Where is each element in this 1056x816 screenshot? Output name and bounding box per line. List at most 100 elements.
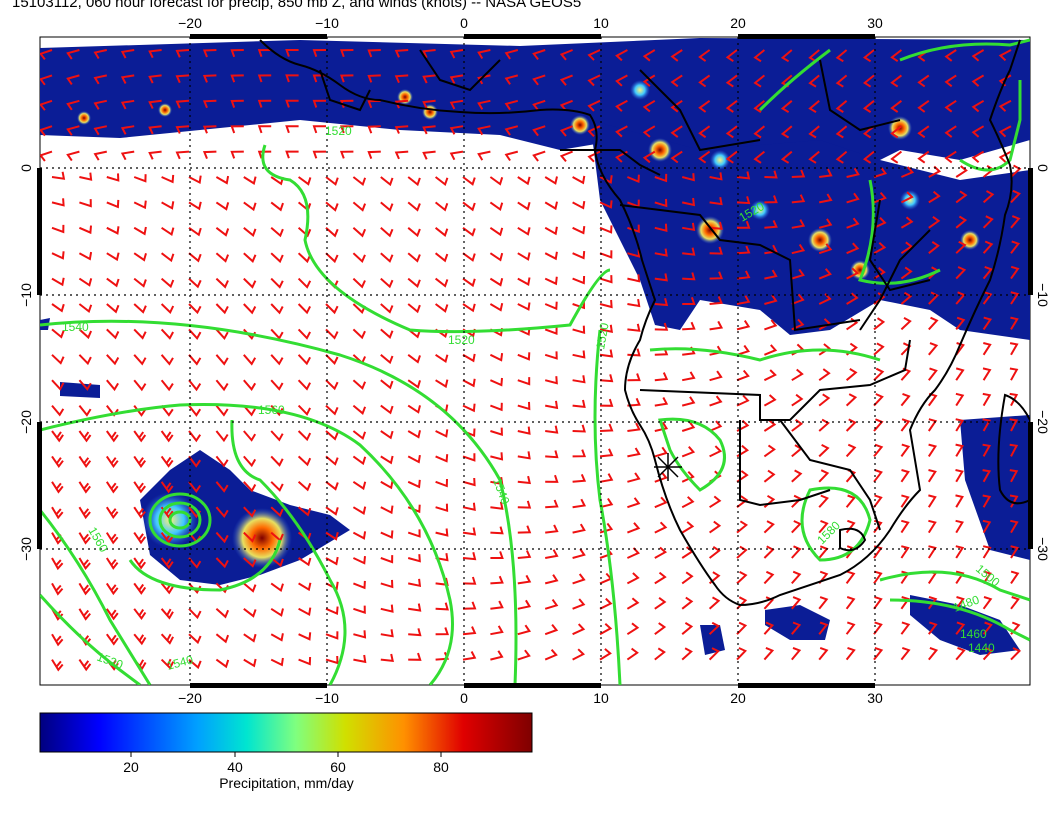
wind-barb bbox=[215, 252, 230, 263]
wind-barb bbox=[873, 469, 883, 483]
contour-label: 1560 bbox=[258, 403, 285, 417]
wind-barb bbox=[654, 571, 667, 585]
wind-barb bbox=[202, 99, 217, 109]
wind-barb bbox=[407, 454, 421, 464]
wind-barb bbox=[422, 150, 436, 160]
wind-barb bbox=[642, 99, 656, 113]
wind-barb bbox=[105, 506, 119, 520]
wind-barb bbox=[559, 49, 573, 61]
wind-barb bbox=[477, 74, 491, 85]
wind-barb bbox=[160, 328, 174, 340]
wind-barb bbox=[490, 650, 504, 661]
wind-barb bbox=[504, 99, 519, 111]
wind-barb bbox=[490, 526, 504, 535]
wind-barb bbox=[955, 596, 965, 610]
wind-barb bbox=[928, 367, 938, 381]
contour-label: 1460 bbox=[960, 627, 987, 641]
wind-barb bbox=[873, 443, 884, 458]
wind-barb bbox=[627, 522, 641, 534]
wind-barb bbox=[215, 506, 229, 519]
wind-barb bbox=[202, 49, 217, 58]
contour-1500-east bbox=[879, 570, 1030, 602]
wind-barb bbox=[559, 99, 573, 112]
wind-barb bbox=[243, 379, 257, 392]
wind-barb bbox=[215, 227, 230, 237]
wind-barb bbox=[477, 150, 491, 161]
wind-barb bbox=[845, 393, 858, 407]
wind-barb bbox=[133, 506, 146, 519]
wind-barb bbox=[380, 227, 394, 238]
wind-barb bbox=[544, 176, 558, 185]
wind-barb bbox=[490, 575, 504, 585]
wind-barb bbox=[900, 469, 910, 483]
precip-south-1 bbox=[700, 625, 725, 655]
wind-barb bbox=[544, 376, 558, 385]
wind-barb bbox=[764, 319, 778, 331]
wind-barb bbox=[394, 74, 409, 84]
wind-barb bbox=[763, 394, 777, 407]
wind-barb bbox=[243, 658, 257, 668]
wind-barb bbox=[202, 125, 217, 134]
wind-barb bbox=[736, 320, 751, 331]
wind-barb bbox=[106, 303, 120, 314]
wind-barb bbox=[698, 150, 711, 164]
wind-barb bbox=[764, 294, 778, 305]
wind-barb bbox=[215, 633, 230, 644]
wind-barb bbox=[106, 199, 120, 209]
wind-barb bbox=[971, 150, 985, 164]
wind-barb bbox=[434, 201, 449, 212]
wind-barb bbox=[270, 455, 284, 467]
wind-barb bbox=[435, 627, 450, 636]
wind-barb bbox=[215, 303, 229, 315]
wind-barb bbox=[490, 402, 503, 412]
wind-barb bbox=[818, 368, 831, 382]
wind-barb bbox=[435, 553, 449, 562]
wind-barb bbox=[532, 49, 546, 61]
wind-barb bbox=[78, 532, 91, 545]
wind-barb bbox=[982, 570, 992, 584]
wind-barb bbox=[489, 201, 504, 212]
wind-barb bbox=[1010, 291, 1020, 305]
wind-barb bbox=[215, 658, 230, 669]
wind-barb bbox=[835, 125, 848, 139]
wind-barb bbox=[133, 430, 147, 443]
wind-barb bbox=[78, 582, 91, 596]
wind-barb bbox=[133, 455, 147, 469]
wind-barb bbox=[297, 455, 312, 467]
wind-barb bbox=[270, 430, 284, 442]
wind-barb bbox=[51, 303, 65, 313]
wind-barb bbox=[243, 303, 257, 315]
wind-barb bbox=[681, 496, 695, 509]
wind-barb bbox=[105, 557, 119, 570]
wind-barb bbox=[982, 265, 993, 280]
wind-barb bbox=[105, 455, 119, 469]
wind-barb bbox=[955, 570, 965, 584]
wind-barb bbox=[818, 621, 829, 635]
wind-barb bbox=[955, 519, 964, 534]
wind-barb bbox=[927, 519, 937, 534]
wind-barb bbox=[873, 267, 886, 280]
wind-barb bbox=[435, 503, 449, 513]
wind-barb bbox=[736, 344, 751, 356]
wind-barb bbox=[78, 354, 92, 366]
wind-barb bbox=[148, 125, 162, 135]
wind-barb bbox=[545, 549, 559, 559]
wind-barb bbox=[845, 596, 856, 610]
border-8 bbox=[419, 49, 501, 92]
wind-barb bbox=[682, 222, 696, 232]
wind-barb bbox=[380, 629, 394, 638]
wind-barb bbox=[626, 647, 639, 661]
wind-barb bbox=[982, 316, 993, 330]
wind-barb bbox=[270, 506, 284, 518]
wind-barb bbox=[1010, 570, 1020, 584]
wind-barb bbox=[654, 297, 669, 307]
wind-barb bbox=[489, 252, 504, 262]
wind-barb bbox=[917, 125, 930, 139]
wind-barb bbox=[352, 277, 366, 289]
wind-barb bbox=[763, 419, 777, 432]
wind-barb bbox=[435, 454, 449, 463]
graticule bbox=[40, 37, 1030, 685]
wind-barb bbox=[230, 74, 244, 83]
wind-barb bbox=[764, 269, 778, 280]
wind-barb bbox=[928, 241, 940, 254]
